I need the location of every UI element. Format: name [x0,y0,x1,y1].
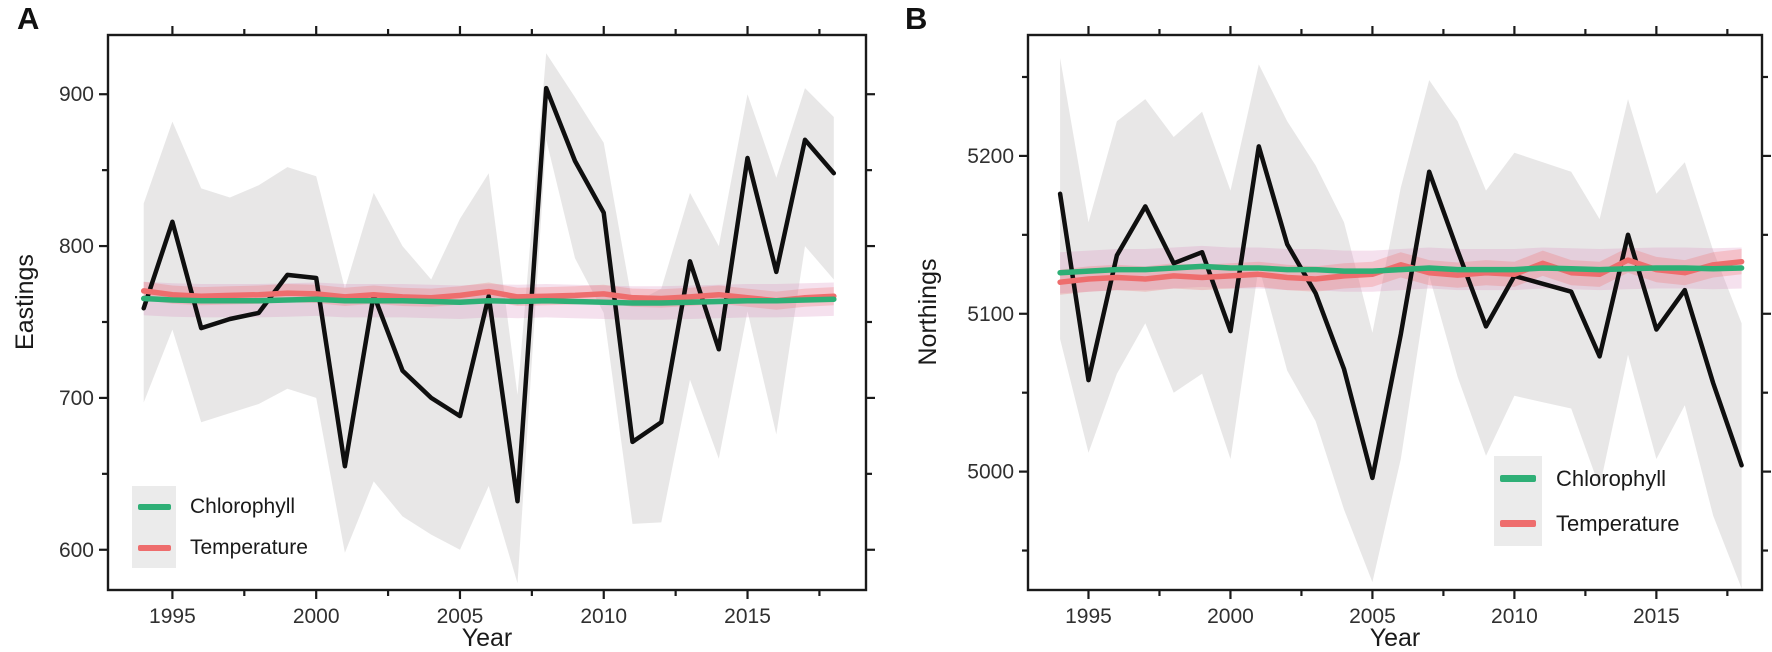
svg-text:1995: 1995 [1065,605,1112,628]
legend-item-chlorophyll: Chlorophyll [1494,456,1680,501]
svg-text:800: 800 [59,235,94,258]
legend-key-box [132,527,176,568]
panel-a-legend: Chlorophyll Temperature [132,486,308,568]
svg-text:2005: 2005 [1349,605,1396,628]
observed-line [141,85,837,504]
panel-A-plot-area [140,53,837,584]
svg-text:2005: 2005 [437,605,484,628]
legend-key-box [132,486,176,527]
svg-text:2000: 2000 [1207,605,1254,628]
legend-key-box [1494,456,1542,501]
panel-b-title: B [905,1,928,36]
chlorophyll-line [1057,263,1745,276]
svg-text:900: 900 [59,83,94,106]
svg-text:600: 600 [59,539,94,562]
svg-text:5200: 5200 [967,145,1014,168]
panel-B-plot-area [1057,58,1745,589]
legend-label-temperature: Temperature [190,535,308,559]
legend-key-box [1494,501,1542,546]
panel-border [1026,33,1764,592]
legend-label-chlorophyll: Chlorophyll [1556,465,1667,491]
svg-text:700: 700 [59,387,94,410]
legend-item-temperature: Temperature [1494,501,1680,546]
panel-border [106,33,868,592]
legend-label-chlorophyll: Chlorophyll [190,494,296,518]
observed-confidence-band [143,53,834,584]
panel-b-y-axis-label: Northings [914,258,942,366]
chlorophyll-line-swatch [137,503,171,510]
legend-item-chlorophyll: Chlorophyll [132,486,308,527]
panel-a-y-axis-label: Eastings [11,254,39,350]
chlorophyll-line [140,295,837,306]
axis-tick-labels: 1995 2000 2005 2010 2015 5000 5100 5200 [967,145,1679,628]
panel-a-title: A [17,1,40,36]
svg-text:2000: 2000 [293,605,340,628]
temperature-line [1057,257,1745,285]
svg-text:5000: 5000 [967,461,1014,484]
panel-b-x-axis-label: Year [1369,624,1421,652]
legend-item-temperature: Temperature [132,527,308,568]
svg-text:2010: 2010 [580,605,627,628]
observed-line [1057,144,1744,481]
chlorophyll-line-swatch [1500,475,1536,482]
temperature-line-swatch [1500,520,1536,527]
axis-tick-labels: 1995 2000 2005 2010 2015 600 700 800 900 [59,83,771,628]
panel-a-x-axis-label: Year [461,624,513,652]
svg-text:2015: 2015 [1633,605,1680,628]
panel-b-legend: Chlorophyll Temperature [1494,456,1680,546]
legend-label-temperature: Temperature [1556,510,1680,536]
axis-ticks [99,26,875,599]
axis-ticks [1019,26,1771,599]
svg-text:2010: 2010 [1491,605,1538,628]
temperature-line [140,288,837,304]
svg-text:2015: 2015 [724,605,771,628]
svg-text:1995: 1995 [149,605,196,628]
svg-text:5100: 5100 [967,303,1014,326]
temperature-line-swatch [137,544,171,551]
